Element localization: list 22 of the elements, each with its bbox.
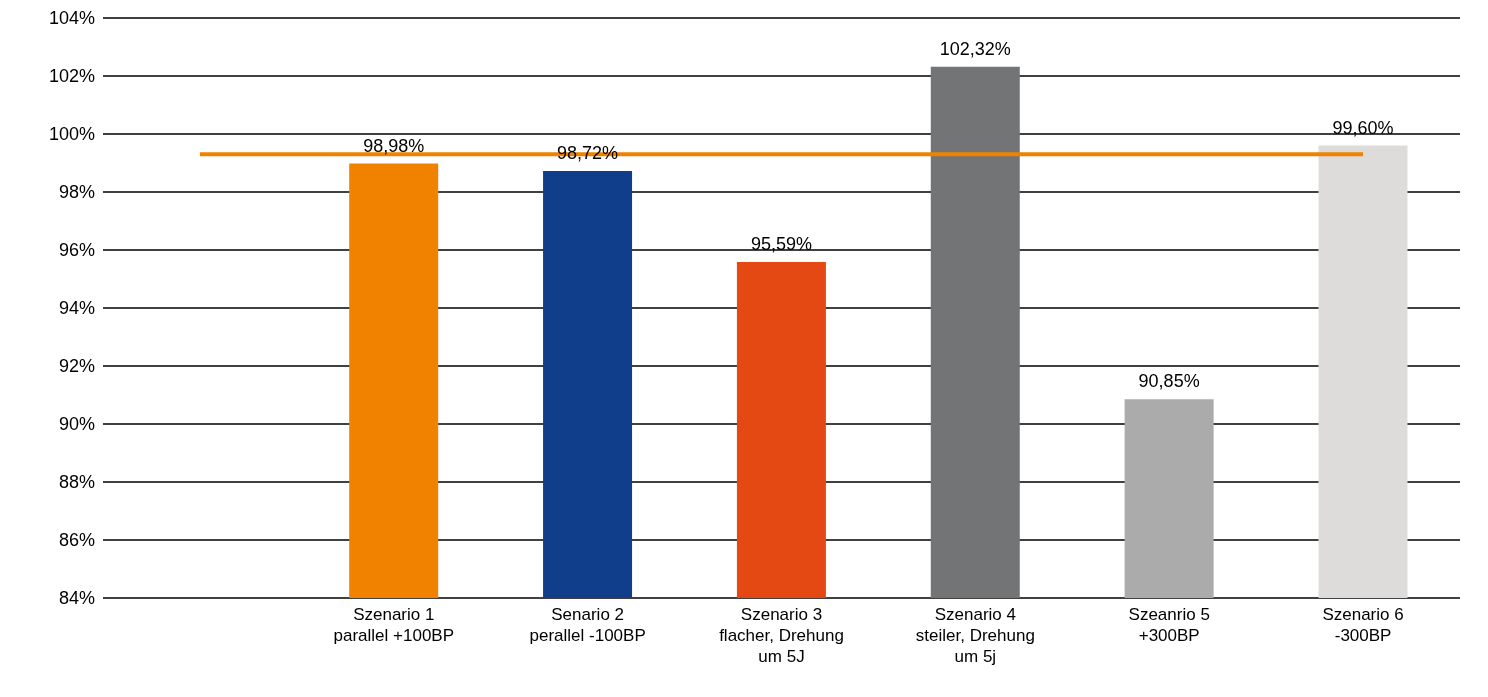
y-tick-label: 100%: [48, 124, 95, 145]
y-tick-label: 90%: [58, 414, 95, 435]
data-label: 98,98%: [363, 135, 425, 156]
y-tick-label: 98%: [58, 182, 95, 203]
x-tick-label: Senario 2 perallel -100BP: [529, 605, 646, 645]
data-label: 99,60%: [1332, 117, 1394, 138]
x-tick-label: Szenario 6 -300BP: [1322, 605, 1404, 645]
y-tick-label: 94%: [58, 298, 95, 319]
x-tick-label: Szeanrio 5 +300BP: [1128, 605, 1210, 645]
x-tick-label: Szenario 1 parallel +100BP: [333, 605, 455, 645]
y-tick-label: 102%: [48, 66, 95, 87]
data-label: 90,85%: [1138, 371, 1200, 392]
x-tick-label: Szenario 4 steiler, Drehung um 5j: [915, 605, 1035, 666]
y-tick-label: 104%: [48, 8, 95, 29]
data-label: 102,32%: [939, 38, 1011, 59]
y-tick-label: 88%: [58, 472, 95, 493]
y-tick-label: 84%: [58, 588, 95, 609]
y-tick-label: 96%: [58, 240, 95, 261]
y-tick-label: 92%: [58, 356, 95, 377]
data-label: 95,59%: [750, 233, 812, 254]
x-tick-label: Szenario 3 flacher, Drehung um 5J: [719, 605, 844, 666]
y-tick-label: 86%: [58, 530, 95, 551]
